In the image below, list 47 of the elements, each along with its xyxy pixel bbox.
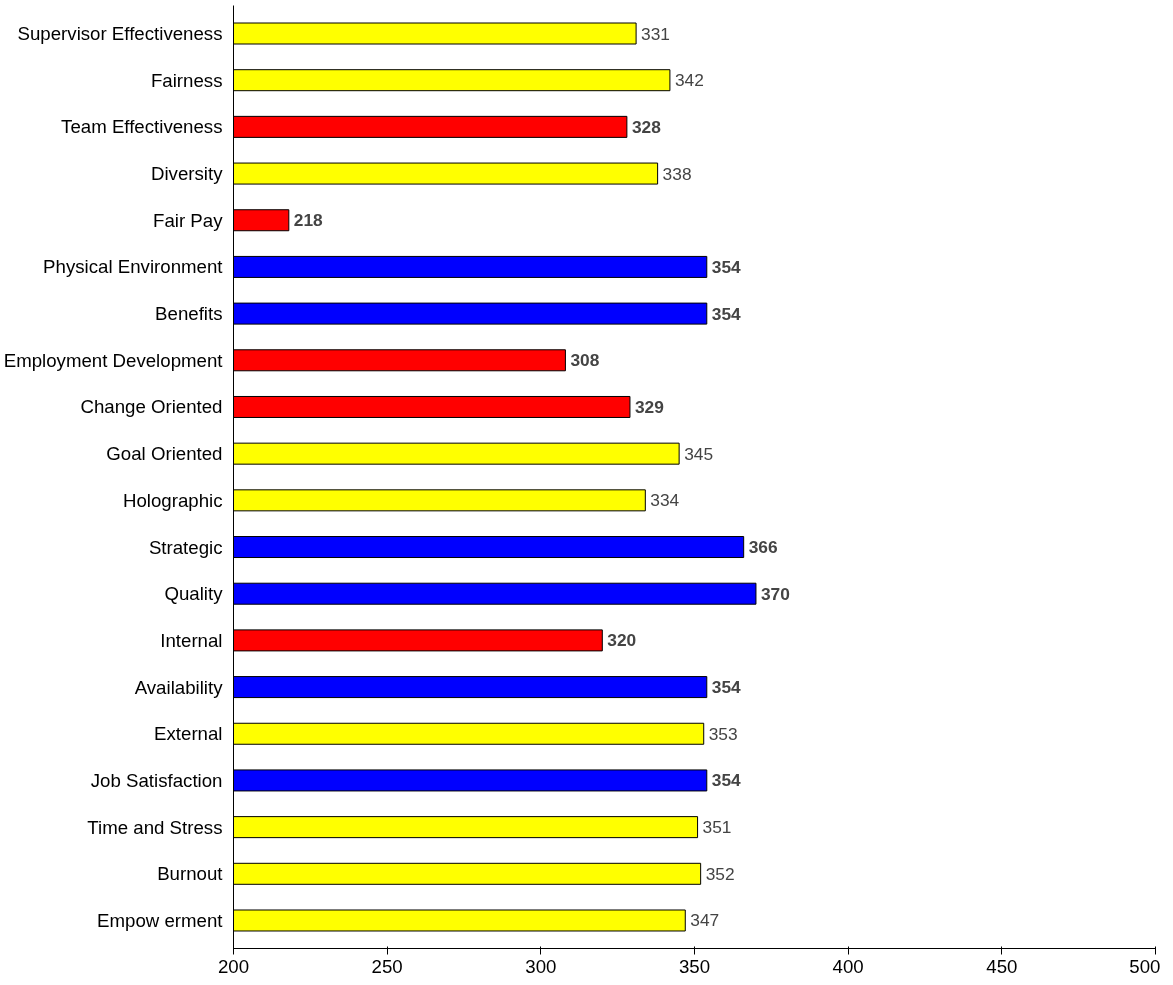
data-label: 338 bbox=[662, 163, 692, 184]
x-tick-label: 200 bbox=[217, 955, 250, 977]
data-label: 218 bbox=[293, 210, 324, 231]
y-tick-label: Internal bbox=[160, 629, 223, 651]
y-tick-label: Holographic bbox=[122, 489, 223, 511]
data-label: 331 bbox=[641, 23, 671, 44]
x-tick-label: 350 bbox=[678, 955, 711, 977]
data-label: 329 bbox=[634, 396, 664, 417]
data-label: 328 bbox=[631, 116, 662, 137]
data-label: 354 bbox=[711, 303, 742, 324]
y-tick-label: Goal Oriented bbox=[106, 443, 223, 465]
data-label: 320 bbox=[607, 630, 637, 651]
data-label: 334 bbox=[650, 490, 680, 511]
data-label: 347 bbox=[690, 910, 720, 931]
y-tick-label: Team Effectiveness bbox=[61, 116, 223, 138]
data-label: 351 bbox=[702, 817, 732, 838]
y-tick-label: Fair Pay bbox=[153, 209, 224, 231]
x-tick-label: 300 bbox=[525, 955, 557, 977]
data-label: 370 bbox=[760, 583, 790, 604]
y-tick-label: Supervisor Effectiveness bbox=[17, 23, 223, 45]
data-label: 354 bbox=[711, 256, 742, 277]
x-tick-label: 450 bbox=[986, 955, 1018, 977]
data-label: 342 bbox=[674, 70, 704, 91]
y-tick-label: Change Oriented bbox=[80, 396, 223, 418]
y-tick-label: Availability bbox=[134, 676, 224, 698]
y-tick-label: Time and Stress bbox=[87, 816, 223, 838]
data-label: 354 bbox=[711, 770, 742, 791]
data-label: 352 bbox=[705, 863, 735, 884]
y-tick-label: Empow erment bbox=[97, 909, 224, 931]
x-tick-label: 250 bbox=[371, 955, 403, 977]
x-tick-label: 500 bbox=[1129, 955, 1161, 977]
y-tick-label: Benefits bbox=[155, 303, 223, 325]
y-tick-label: External bbox=[154, 723, 223, 745]
y-tick-label: Quality bbox=[164, 583, 224, 605]
data-label: 354 bbox=[711, 677, 742, 698]
y-tick-label: Job Satisfaction bbox=[90, 769, 223, 791]
y-tick-label: Employment Development bbox=[3, 349, 224, 371]
data-label: 366 bbox=[748, 537, 778, 558]
y-tick-label: Physical Environment bbox=[43, 256, 224, 278]
data-label: 345 bbox=[684, 443, 714, 464]
data-label: 308 bbox=[570, 350, 600, 371]
data-label: 353 bbox=[708, 723, 738, 744]
x-tick-label: 400 bbox=[832, 955, 864, 977]
y-tick-label: Diversity bbox=[150, 163, 224, 185]
y-tick-label: Strategic bbox=[148, 536, 223, 558]
y-tick-label: Fairness bbox=[150, 69, 223, 91]
y-tick-label: Burnout bbox=[157, 863, 224, 885]
